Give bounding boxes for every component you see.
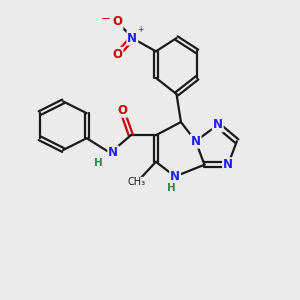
Text: O: O xyxy=(112,48,123,61)
Text: CH₃: CH₃ xyxy=(128,177,146,188)
Text: N: N xyxy=(213,118,223,131)
Text: N: N xyxy=(190,135,201,148)
Text: +: + xyxy=(137,26,144,34)
Text: N: N xyxy=(127,32,137,45)
Text: N: N xyxy=(170,170,180,183)
Text: O: O xyxy=(112,15,123,28)
Text: N: N xyxy=(223,158,233,171)
Text: N: N xyxy=(108,146,118,159)
Text: H: H xyxy=(167,183,176,193)
Text: −: − xyxy=(100,13,110,26)
Text: H: H xyxy=(94,158,103,168)
Text: O: O xyxy=(117,104,127,117)
